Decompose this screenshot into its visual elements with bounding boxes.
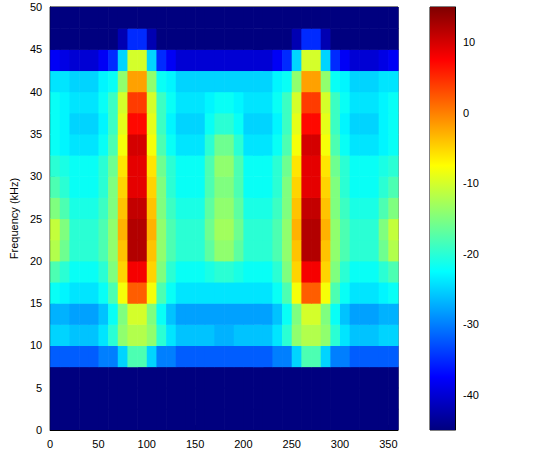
svg-text:200: 200 bbox=[234, 438, 252, 450]
svg-text:50: 50 bbox=[30, 1, 42, 13]
svg-text:45: 45 bbox=[30, 43, 42, 55]
svg-text:40: 40 bbox=[30, 86, 42, 98]
svg-text:50: 50 bbox=[92, 438, 104, 450]
svg-text:-30: -30 bbox=[463, 318, 479, 330]
svg-text:5: 5 bbox=[36, 382, 42, 394]
svg-text:0: 0 bbox=[47, 438, 53, 450]
svg-text:10: 10 bbox=[30, 339, 42, 351]
svg-text:Frequency (kHz): Frequency (kHz) bbox=[8, 178, 20, 259]
svg-text:20: 20 bbox=[30, 255, 42, 267]
svg-text:0: 0 bbox=[36, 424, 42, 436]
svg-text:250: 250 bbox=[283, 438, 301, 450]
svg-text:30: 30 bbox=[30, 170, 42, 182]
svg-text:350: 350 bbox=[379, 438, 397, 450]
svg-text:100: 100 bbox=[138, 438, 156, 450]
svg-text:150: 150 bbox=[186, 438, 204, 450]
svg-text:35: 35 bbox=[30, 128, 42, 140]
svg-text:-10: -10 bbox=[463, 177, 479, 189]
svg-text:300: 300 bbox=[331, 438, 349, 450]
svg-text:15: 15 bbox=[30, 297, 42, 309]
svg-text:-20: -20 bbox=[463, 248, 479, 260]
svg-text:-40: -40 bbox=[463, 389, 479, 401]
svg-text:10: 10 bbox=[463, 36, 475, 48]
svg-text:0: 0 bbox=[463, 107, 469, 119]
svg-text:25: 25 bbox=[30, 213, 42, 225]
